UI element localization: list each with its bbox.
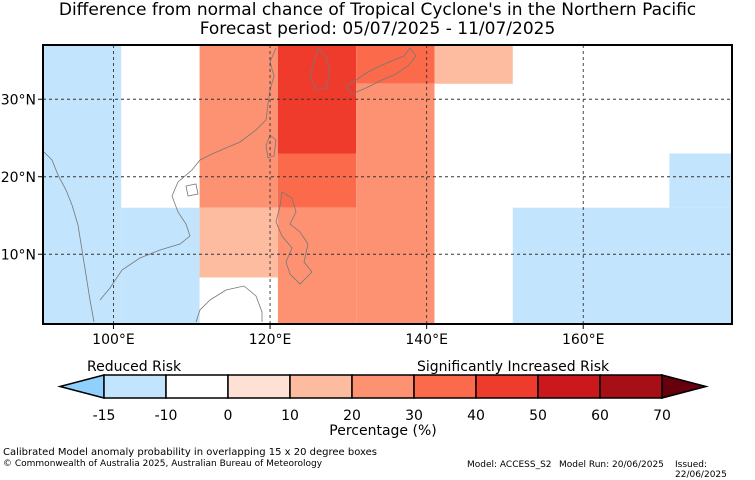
coastline-taiwan — [265, 134, 277, 159]
anomaly-cell-1 — [121, 45, 200, 208]
anomaly-cell-8 — [356, 45, 435, 84]
colorbar-bin-40 — [475, 374, 539, 399]
map-canvas: 100°E 120°E 140°E 160°E 10°N 20°N 30°N Reduce… — [1, 44, 733, 439]
coastline-japan — [345, 47, 417, 95]
graticule — [43, 45, 732, 324]
footer-note: Calibrated Model anomaly probability in … — [3, 447, 378, 458]
anomaly-cell-3 — [199, 45, 278, 208]
lon-tick-label: 140°E — [405, 332, 448, 348]
map-frame — [42, 44, 733, 325]
lat-tick-label: 20°N — [1, 170, 36, 186]
colorbar-tick-label: 30 — [405, 408, 423, 424]
chart-title: Difference from normal chance of Tropica… — [58, 0, 697, 20]
footer-copyright: © Commonwealth of Australia 2025, Austra… — [3, 459, 323, 469]
lon-tick-label: 120°E — [249, 332, 292, 348]
coastline-philippines — [275, 191, 313, 285]
colorbar-tick-label: 40 — [467, 408, 485, 424]
colorbar-tick-label: 60 — [591, 408, 609, 424]
colorbar-bin--10 — [165, 374, 229, 399]
latitude-ticks: 10°N 20°N 30°N — [1, 92, 43, 263]
colorbar-tick-label: 20 — [343, 408, 361, 424]
legend-left-label: Reduced Risk — [87, 359, 182, 375]
colorbar-bin-60 — [599, 374, 663, 399]
anomaly-cell-9 — [356, 83, 435, 324]
colorbar-bin-0 — [227, 374, 291, 399]
footer-model-run: Model Run: 20/06/2025 — [559, 460, 664, 470]
colorbar-over-arrow — [661, 374, 709, 399]
footer-model: Model: ACCESS_S2 — [467, 460, 552, 470]
anomaly-cell-7 — [277, 207, 357, 324]
longitude-ticks: 100°E 120°E 140°E 160°E — [92, 324, 605, 348]
anomaly-cell-13 — [512, 207, 732, 324]
anomaly-cell-11 — [512, 153, 670, 208]
colorbar-tick-label: -10 — [155, 408, 178, 424]
lat-tick-label: 30°N — [1, 92, 36, 108]
colorbar-tick-label: 70 — [653, 408, 671, 424]
colorbar-bin-50 — [537, 374, 601, 399]
colorbar-under-arrow — [57, 374, 105, 399]
coastline-borneo — [195, 285, 263, 323]
anomaly-cell-12 — [669, 153, 732, 208]
colorbar — [57, 374, 709, 399]
colorbar-tick-label: 0 — [224, 408, 233, 424]
coastline-hainan — [185, 183, 199, 197]
colorbar-tick-label: 10 — [281, 408, 299, 424]
coastlines — [43, 47, 417, 323]
colorbar-bin-20 — [351, 374, 415, 399]
forecast-period: Forecast period: 05/07/2025 - 11/07/2025 — [199, 19, 556, 39]
legend-right-label: Significantly Increased Risk — [417, 359, 610, 375]
lon-tick-label: 100°E — [92, 332, 135, 348]
colorbar-bin-30 — [413, 374, 477, 399]
colorbar-xlabel: Percentage (%) — [329, 423, 436, 439]
anomaly-cell-2 — [121, 207, 200, 324]
colorbar-bin-10 — [289, 374, 353, 399]
colorbar-ticks: -15 -10 0 10 20 30 40 50 60 70 — [93, 408, 671, 424]
anomaly-cell-4 — [199, 207, 278, 278]
footer-issued: Issued: 22/06/2025 — [675, 460, 727, 480]
colorbar-tick-label: 50 — [529, 408, 547, 424]
anomaly-cell-0 — [43, 45, 122, 324]
colorbar-tick-label: -15 — [93, 408, 116, 424]
anomaly-cells — [43, 45, 732, 324]
anomaly-cell-6 — [277, 153, 357, 208]
anomaly-cell-10 — [434, 45, 513, 84]
coastline-asia — [43, 47, 277, 323]
lon-tick-label: 160°E — [562, 332, 605, 348]
lat-tick-label: 10°N — [1, 247, 36, 263]
coastline-korea — [309, 47, 331, 91]
colorbar-bin--15 — [103, 374, 167, 399]
